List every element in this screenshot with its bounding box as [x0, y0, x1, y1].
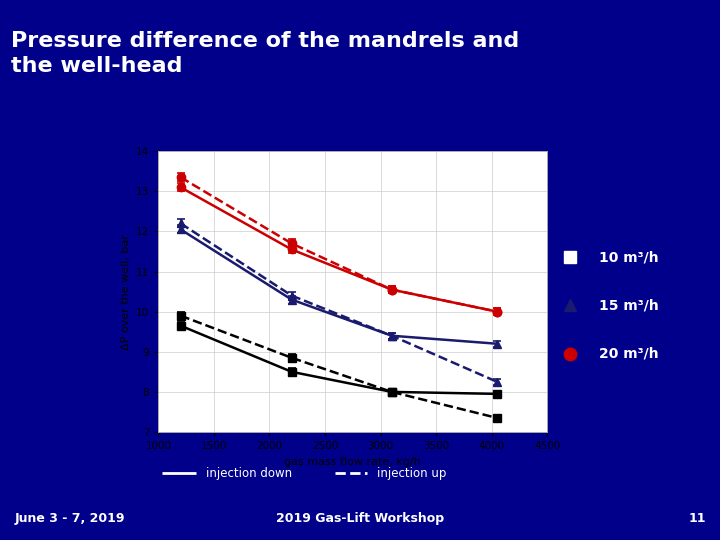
Text: June 3 - 7, 2019: June 3 - 7, 2019 — [14, 511, 125, 525]
Y-axis label: ΔP over the well, bar: ΔP over the well, bar — [120, 234, 130, 349]
Text: Pressure difference of the mandrels and
the well-head: Pressure difference of the mandrels and … — [11, 31, 519, 76]
Text: 20 m³/h: 20 m³/h — [599, 347, 659, 361]
Text: 10 m³/h: 10 m³/h — [599, 250, 659, 264]
Text: injection down: injection down — [207, 467, 292, 480]
X-axis label: gas mass flow rate, kg/h: gas mass flow rate, kg/h — [284, 457, 421, 467]
Text: 15 m³/h: 15 m³/h — [599, 299, 659, 313]
Text: 2019 Gas-Lift Workshop: 2019 Gas-Lift Workshop — [276, 511, 444, 525]
Text: injection up: injection up — [377, 467, 446, 480]
Text: 11: 11 — [688, 511, 706, 525]
